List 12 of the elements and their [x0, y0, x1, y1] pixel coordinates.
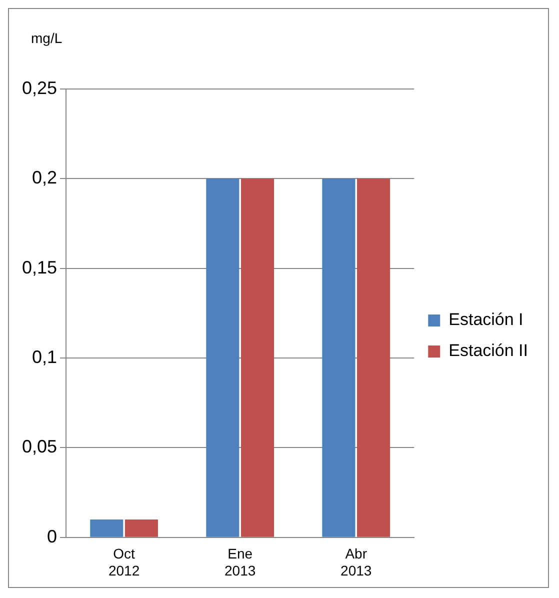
- legend-label: Estación II: [448, 341, 528, 360]
- x-tick-label: Abr 2013: [340, 546, 372, 578]
- y-axis-title: mg/L: [31, 30, 62, 46]
- legend-label: Estación I: [448, 310, 524, 330]
- y-tick-label: 0,25: [22, 78, 58, 98]
- x-tick-label: Ene 2013: [224, 546, 256, 578]
- y-tick-label: 0,2: [32, 168, 58, 188]
- y-tick-label: 0,15: [22, 257, 58, 278]
- y-tick-label: 0,05: [22, 436, 58, 457]
- y-tick-label: 0,1: [32, 347, 58, 368]
- x-tick-label: Oct 2012: [108, 546, 140, 578]
- y-tick-label: 0: [47, 526, 58, 546]
